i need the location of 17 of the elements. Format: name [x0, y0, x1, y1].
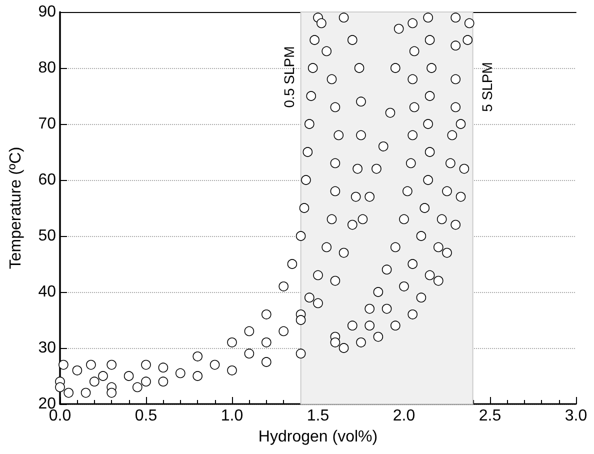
x-tick-label: 1.5: [306, 408, 330, 424]
annotation: 5 SLPM: [478, 62, 495, 112]
x-tick-label: 2.0: [392, 408, 416, 424]
x-tick-label: 3.0: [564, 408, 588, 424]
x-tick-label: 1.0: [220, 408, 244, 424]
y-tick-label: 90: [38, 4, 56, 20]
y-tick-label: 60: [38, 172, 56, 188]
annotation: 0.5 SLPM: [280, 46, 297, 108]
y-tick-label: 30: [38, 340, 56, 356]
y-tick-label: 40: [38, 284, 56, 300]
y-axis-title: Temperature (ºC): [8, 146, 24, 270]
x-axis-title: Hydrogen (vol%): [258, 428, 378, 446]
x-tick-label: 2.5: [478, 408, 502, 424]
x-tick-label: 0.5: [134, 408, 158, 424]
y-tick-label: 80: [38, 60, 56, 76]
y-tick-label: 50: [38, 228, 56, 244]
y-tick-label: 70: [38, 116, 56, 132]
